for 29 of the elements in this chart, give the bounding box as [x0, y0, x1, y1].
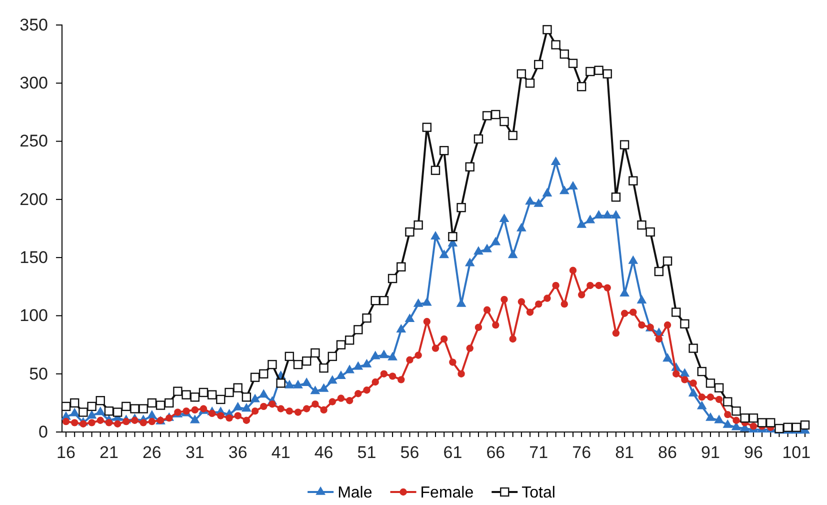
x-tick-label: 91	[701, 443, 720, 462]
legend-label: Female	[420, 484, 474, 502]
x-tick-label: 41	[271, 443, 290, 462]
y-tick-label: 100	[20, 306, 48, 326]
x-tick-label: 76	[572, 443, 592, 462]
x-tick-label: 26	[142, 443, 162, 462]
y-tick-label: 300	[20, 74, 48, 93]
y-tick-label: 200	[20, 190, 48, 209]
y-tick-label: 0	[38, 422, 48, 442]
legend-label: Male	[338, 484, 372, 502]
x-tick-label: 61	[443, 443, 462, 462]
x-tick-label: 66	[486, 443, 506, 462]
x-tick-label: 21	[100, 443, 118, 462]
x-tick-label: 36	[228, 443, 248, 462]
y-tick-label: 250	[20, 132, 48, 151]
x-tick-label: 46	[314, 443, 334, 462]
x-tick-label: 96	[744, 443, 763, 462]
legend-label: Total	[522, 484, 556, 502]
x-tick-label: 51	[357, 443, 376, 462]
x-tick-label: 101	[782, 443, 811, 462]
y-tick-label: 50	[29, 364, 48, 384]
x-tick-label: 71	[529, 443, 548, 462]
x-tick-label: 86	[658, 443, 677, 462]
x-tick-label: 81	[615, 443, 634, 462]
y-tick-label: 350	[20, 15, 48, 34]
y-tick-label: 150	[20, 248, 48, 268]
x-tick-label: 31	[185, 443, 204, 462]
x-tick-label: 16	[56, 443, 76, 462]
x-tick-label: 56	[400, 443, 420, 462]
